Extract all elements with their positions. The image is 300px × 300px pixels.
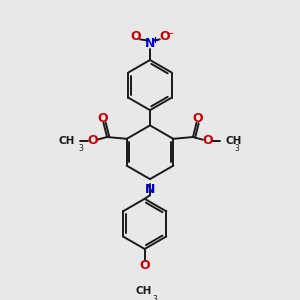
Text: CH: CH [136,286,152,296]
Text: N: N [145,38,155,50]
Text: O: O [130,30,141,43]
Text: O: O [139,260,150,272]
Text: +: + [151,36,158,45]
Text: O: O [97,112,108,125]
Text: N: N [145,183,155,196]
Text: O: O [202,134,213,147]
Text: O: O [87,134,98,147]
Text: CH: CH [58,136,75,146]
Text: 3: 3 [78,144,83,153]
Text: 3: 3 [234,144,239,153]
Text: −: − [166,29,174,39]
Text: 3: 3 [153,295,158,300]
Text: O: O [192,112,203,125]
Text: CH: CH [225,136,242,146]
Text: O: O [159,30,169,43]
